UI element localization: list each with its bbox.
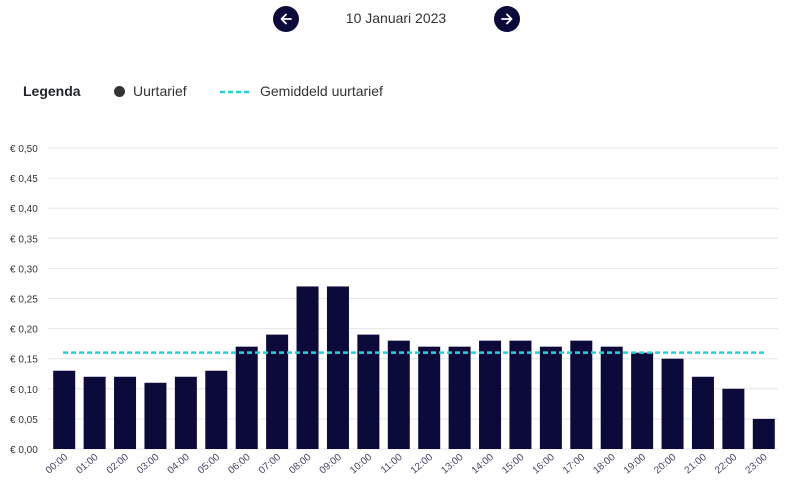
bar (205, 370, 228, 449)
x-tick-label: 15:00 (500, 452, 527, 477)
bar (691, 376, 714, 449)
bar (479, 340, 502, 449)
x-tick-label: 18:00 (591, 452, 618, 477)
x-tick-label: 23:00 (743, 452, 770, 477)
bar (570, 340, 593, 449)
bar (600, 346, 623, 449)
bar (539, 346, 562, 449)
bar (114, 376, 137, 449)
y-tick-label: € 0,30 (10, 264, 38, 275)
x-tick-label: 06:00 (226, 452, 253, 477)
bar (418, 346, 441, 449)
x-tick-label: 21:00 (683, 452, 710, 477)
bar (235, 346, 258, 449)
y-tick-label: € 0,45 (10, 174, 38, 185)
y-tick-label: € 0,15 (10, 355, 38, 366)
y-tick-label: € 0,20 (10, 325, 38, 336)
y-tick-label: € 0,05 (10, 415, 38, 426)
legend-dashed-line-icon (220, 90, 250, 94)
bar (752, 418, 775, 449)
x-tick-label: 09:00 (318, 452, 345, 477)
bar (661, 358, 684, 449)
x-tick-label: 07:00 (257, 452, 284, 477)
x-tick-label: 17:00 (561, 452, 588, 477)
legend-dot-icon (114, 86, 125, 97)
y-tick-label: € 0,50 (10, 144, 38, 155)
y-tick-label: € 0,00 (10, 445, 38, 456)
x-tick-label: 02:00 (105, 452, 132, 477)
bar (387, 340, 410, 449)
bar (631, 352, 654, 449)
x-tick-label: 13:00 (439, 452, 466, 477)
bar (509, 340, 532, 449)
bar (448, 346, 471, 449)
bar (174, 376, 197, 449)
arrow-right-icon (501, 13, 513, 25)
x-tick-label: 01:00 (74, 452, 101, 477)
x-tick-label: 22:00 (713, 452, 740, 477)
previous-day-button[interactable] (273, 6, 299, 32)
legend-item-uurtarief: Uurtarief (133, 83, 187, 99)
bar (296, 286, 319, 449)
bar (144, 382, 167, 449)
legend-title: Legenda (23, 83, 81, 99)
arrow-left-icon (280, 13, 292, 25)
bar (266, 334, 289, 449)
legend-item-gemiddeld-uurtarief: Gemiddeld uurtarief (260, 83, 383, 99)
bar (83, 376, 106, 449)
x-tick-label: 08:00 (287, 452, 314, 477)
next-day-button[interactable] (494, 6, 520, 32)
x-tick-label: 04:00 (166, 452, 193, 477)
x-tick-label: 20:00 (652, 452, 679, 477)
y-tick-label: € 0,40 (10, 204, 38, 215)
x-tick-label: 05:00 (196, 452, 223, 477)
bar (722, 388, 745, 449)
x-tick-label: 00:00 (44, 452, 71, 477)
date-navigation: 10 Januari 2023 (0, 6, 800, 32)
x-tick-label: 16:00 (531, 452, 558, 477)
bar (326, 286, 349, 449)
y-tick-label: € 0,10 (10, 385, 38, 396)
x-tick-label: 14:00 (470, 452, 497, 477)
x-tick-label: 19:00 (622, 452, 649, 477)
y-tick-label: € 0,35 (10, 234, 38, 245)
x-tick-label: 03:00 (135, 452, 162, 477)
y-tick-label: € 0,25 (10, 295, 38, 306)
x-tick-label: 10:00 (348, 452, 375, 477)
date-label: 10 Januari 2023 (345, 10, 447, 26)
x-tick-label: 12:00 (409, 452, 436, 477)
x-tick-label: 11:00 (379, 452, 405, 476)
bar (53, 370, 76, 449)
bar (357, 334, 380, 449)
